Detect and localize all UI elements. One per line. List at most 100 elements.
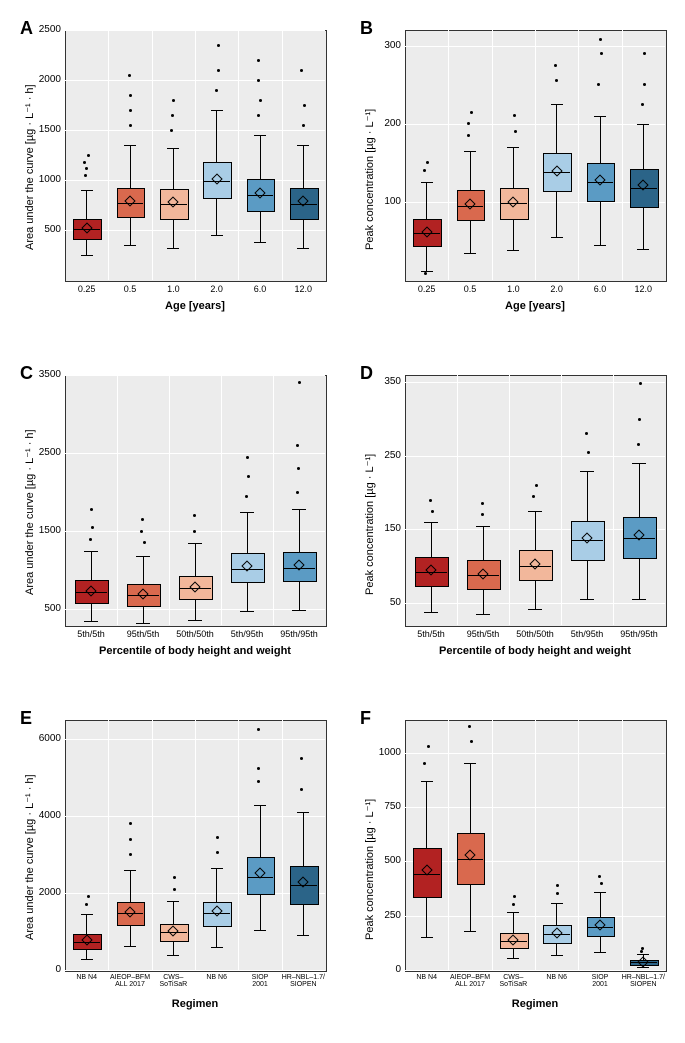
gridline-x bbox=[448, 720, 449, 970]
y-axis-label: Peak concentration [µg · L⁻¹] bbox=[363, 454, 376, 595]
gridline-x bbox=[622, 720, 623, 970]
whisker-cap bbox=[292, 509, 306, 510]
outlier bbox=[296, 444, 299, 447]
x-axis-label: Percentile of body height and weight bbox=[65, 645, 325, 657]
whisker-cap bbox=[507, 147, 519, 148]
tick-y: 350 bbox=[367, 376, 401, 387]
gridline-y bbox=[405, 382, 665, 383]
tick-y: 2000 bbox=[27, 74, 61, 85]
gridline-x bbox=[195, 30, 196, 280]
whisker-cap bbox=[292, 610, 306, 611]
tick-x: 5th/5th bbox=[405, 629, 457, 639]
outlier bbox=[257, 728, 260, 731]
outlier bbox=[83, 161, 86, 164]
outlier bbox=[555, 79, 558, 82]
whisker-cap bbox=[476, 526, 490, 527]
outlier bbox=[129, 109, 132, 112]
outlier bbox=[514, 130, 517, 133]
whisker-cap bbox=[297, 248, 309, 249]
whisker-cap bbox=[81, 255, 93, 256]
gridline-x bbox=[457, 375, 458, 625]
whisker-cap bbox=[594, 245, 606, 246]
panel-E bbox=[65, 720, 327, 972]
tick-x: HR–NBL–1.7/SIOPEN bbox=[622, 974, 665, 988]
outlier bbox=[470, 111, 473, 114]
x-axis-label: Percentile of body height and weight bbox=[405, 645, 665, 657]
outlier bbox=[84, 174, 87, 177]
tick-x: NB N4 bbox=[65, 974, 108, 981]
whisker-cap bbox=[528, 609, 542, 610]
gridline-x bbox=[152, 30, 153, 280]
whisker-cap bbox=[240, 611, 254, 612]
tick-y: 2500 bbox=[27, 24, 61, 35]
tick-y: 0 bbox=[367, 964, 401, 975]
gridline-x bbox=[613, 375, 614, 625]
whisker-cap bbox=[124, 145, 136, 146]
y-axis-label: Peak concentration [µg · L⁻¹] bbox=[363, 109, 376, 250]
gridline-x bbox=[535, 720, 536, 970]
tick-x: 12.0 bbox=[282, 284, 325, 294]
outlier bbox=[129, 838, 132, 841]
outlier bbox=[89, 538, 92, 541]
gridline-x bbox=[273, 375, 274, 625]
gridline-x bbox=[492, 720, 493, 970]
outlier bbox=[140, 530, 143, 533]
tick-x: 0.25 bbox=[65, 284, 108, 294]
gridline-x bbox=[282, 30, 283, 280]
tick-x: 95th/95th bbox=[273, 629, 325, 639]
whisker-cap bbox=[211, 235, 223, 236]
whisker-cap bbox=[421, 271, 433, 272]
whisker-cap bbox=[632, 599, 646, 600]
tick-x: 6.0 bbox=[578, 284, 621, 294]
whisker-cap bbox=[464, 151, 476, 152]
tick-x: NB N6 bbox=[535, 974, 578, 981]
tick-x: 95th/95th bbox=[613, 629, 665, 639]
tick-y: 500 bbox=[27, 603, 61, 614]
outlier bbox=[600, 882, 603, 885]
tick-x: 5th/95th bbox=[221, 629, 273, 639]
outlier bbox=[535, 484, 538, 487]
outlier bbox=[468, 725, 471, 728]
outlier bbox=[193, 514, 196, 517]
outlier bbox=[257, 59, 260, 62]
whisker-cap bbox=[464, 931, 476, 932]
whisker-cap bbox=[637, 124, 649, 125]
whisker-cap bbox=[124, 946, 136, 947]
whisker-cap bbox=[551, 903, 563, 904]
whisker-cap bbox=[136, 623, 150, 624]
y-axis-label: Peak concentration [µg · L⁻¹] bbox=[363, 799, 376, 940]
tick-x: HR–NBL–1.7/SIOPEN bbox=[282, 974, 325, 988]
whisker-cap bbox=[551, 955, 563, 956]
outlier bbox=[585, 432, 588, 435]
panel-label-E: E bbox=[20, 708, 32, 729]
x-axis-label: Age [years] bbox=[65, 300, 325, 312]
tick-x: SIOP2001 bbox=[238, 974, 281, 988]
whisker-cap bbox=[254, 135, 266, 136]
outlier bbox=[171, 114, 174, 117]
gridline-x bbox=[578, 720, 579, 970]
tick-x: 5th/5th bbox=[65, 629, 117, 639]
outlier bbox=[597, 83, 600, 86]
gridline-y bbox=[405, 456, 665, 457]
outlier bbox=[217, 44, 220, 47]
whisker-cap bbox=[421, 937, 433, 938]
y-axis-label: Area under the curve [µg · L⁻¹ · h] bbox=[23, 84, 36, 250]
tick-x: 95th/5th bbox=[457, 629, 509, 639]
whisker-cap bbox=[424, 612, 438, 613]
whisker-cap bbox=[254, 930, 266, 931]
tick-x: 0.5 bbox=[108, 284, 151, 294]
whisker-cap bbox=[297, 145, 309, 146]
tick-y: 1000 bbox=[367, 747, 401, 758]
tick-x: 2.0 bbox=[535, 284, 578, 294]
panel-A bbox=[65, 30, 327, 282]
gridline-x bbox=[282, 720, 283, 970]
gridline-x bbox=[492, 30, 493, 280]
whisker-cap bbox=[211, 868, 223, 869]
gridline-y bbox=[405, 970, 665, 971]
outlier bbox=[257, 114, 260, 117]
tick-y: 0 bbox=[27, 964, 61, 975]
whisker-cap bbox=[507, 250, 519, 251]
tick-x: 50th/50th bbox=[509, 629, 561, 639]
whisker-cap bbox=[632, 463, 646, 464]
whisker-cap bbox=[421, 182, 433, 183]
